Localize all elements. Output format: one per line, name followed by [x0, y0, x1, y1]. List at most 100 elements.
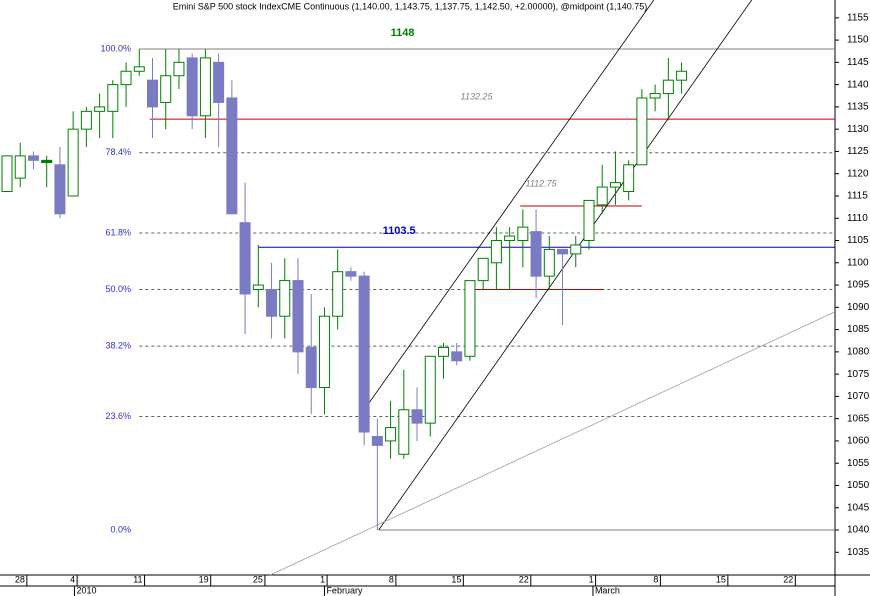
y-tick-label: 1075: [847, 369, 870, 380]
candle-body: [490, 240, 502, 264]
candle-body: [596, 186, 608, 206]
candle-body: [358, 275, 370, 433]
fib-label: 78.4%: [105, 147, 131, 157]
candle-body: [120, 70, 132, 86]
month-label: February: [326, 585, 363, 595]
y-tick-label: 1120: [847, 168, 869, 179]
candle-body: [662, 79, 674, 95]
y-tick-label: 1105: [847, 235, 869, 246]
y-tick-label: 1070: [847, 391, 870, 402]
candle-body: [464, 280, 476, 357]
y-tick-label: 1085: [847, 324, 870, 335]
price-label: 1103.5: [383, 225, 416, 237]
y-tick-label: 1110: [847, 213, 868, 224]
y-tick-label: 1045: [847, 502, 870, 513]
y-tick-label: 1145: [847, 57, 869, 68]
fib-label: 61.8%: [105, 227, 131, 237]
candle-body: [54, 164, 66, 215]
y-tick-label: 1135: [847, 102, 869, 113]
y-tick-label: 1065: [847, 413, 870, 424]
x-tick-label: 4: [70, 574, 75, 584]
candle-body: [424, 355, 436, 424]
candle-body: [345, 271, 357, 277]
y-tick-label: 1150: [847, 35, 869, 46]
y-tick-label: 1130: [847, 124, 869, 135]
candle-body: [437, 346, 449, 357]
candle-body: [451, 351, 463, 362]
price-label: 1148: [391, 27, 415, 39]
x-tick-label: 28: [15, 574, 25, 584]
y-tick-label: 1040: [847, 525, 870, 536]
candle-body: [636, 97, 648, 166]
candle-body: [649, 93, 661, 99]
price-label: 1132.25: [461, 92, 494, 102]
candle-body: [226, 97, 238, 215]
candle-body: [252, 284, 264, 291]
candle-body: [266, 289, 278, 317]
candle-body: [41, 159, 53, 164]
candle-body: [557, 248, 569, 255]
candle-body: [371, 435, 383, 446]
candle-body: [623, 164, 635, 193]
candle-body: [570, 244, 582, 255]
x-tick-label: 1: [589, 574, 594, 584]
fib-label: 38.2%: [105, 340, 131, 350]
x-tick-label: 15: [451, 574, 461, 584]
candle-body: [530, 231, 542, 277]
month-label: March: [595, 585, 620, 595]
candle-body: [504, 235, 516, 242]
candle-body: [1, 155, 13, 193]
candle-body: [279, 280, 291, 317]
candle-body: [186, 57, 198, 117]
candle-body: [292, 280, 304, 353]
candle-body: [147, 79, 159, 108]
y-tick-label: 1115: [847, 191, 868, 202]
trend-line: [270, 311, 836, 576]
candle-body: [477, 257, 489, 282]
candle-body: [94, 106, 106, 112]
candle-body: [160, 75, 172, 103]
x-tick-label: 22: [519, 574, 529, 584]
y-tick-label: 1140: [847, 79, 869, 90]
candle-body: [583, 199, 595, 242]
candle-body: [133, 66, 145, 72]
candle-body: [107, 84, 119, 112]
chart-title: Emini S&P 500 stock IndexCME Continuous …: [173, 1, 648, 11]
candle-body: [305, 346, 317, 388]
x-tick-label: 25: [253, 574, 263, 584]
y-tick-label: 1080: [847, 346, 870, 357]
candle-body: [543, 248, 555, 277]
candle-body: [173, 61, 185, 77]
fib-label: 0.0%: [110, 524, 131, 534]
y-tick-label: 1060: [847, 436, 870, 447]
trend-line: [365, 0, 655, 409]
candle-body: [318, 315, 330, 388]
candle-body: [411, 409, 423, 424]
price-label: 1112.75: [525, 178, 557, 188]
x-tick-label: 1: [320, 574, 325, 584]
y-tick-label: 1155: [847, 12, 869, 23]
fib-label: 100.0%: [100, 43, 131, 53]
y-tick-label: 1055: [847, 458, 870, 469]
candle-body: [676, 70, 688, 81]
x-tick-label: 11: [133, 574, 142, 584]
y-tick-label: 1050: [847, 480, 870, 491]
y-tick-label: 1100: [847, 257, 869, 268]
candle-body: [14, 155, 26, 179]
fib-label: 50.0%: [105, 284, 131, 294]
x-tick-label: 15: [716, 574, 726, 584]
candle-body: [199, 57, 211, 117]
candle-body: [67, 128, 79, 197]
y-tick-label: 1090: [847, 302, 870, 313]
fib-label: 23.6%: [105, 411, 131, 421]
candle-body: [27, 155, 39, 161]
candle-body: [332, 271, 344, 317]
month-label: 2010: [76, 585, 96, 595]
y-tick-label: 1125: [847, 146, 869, 157]
y-tick-label: 1035: [847, 547, 870, 558]
x-tick-label: 19: [199, 574, 209, 584]
candle-body: [517, 226, 529, 242]
y-tick-label: 1095: [847, 280, 870, 291]
candle-body: [213, 61, 225, 103]
